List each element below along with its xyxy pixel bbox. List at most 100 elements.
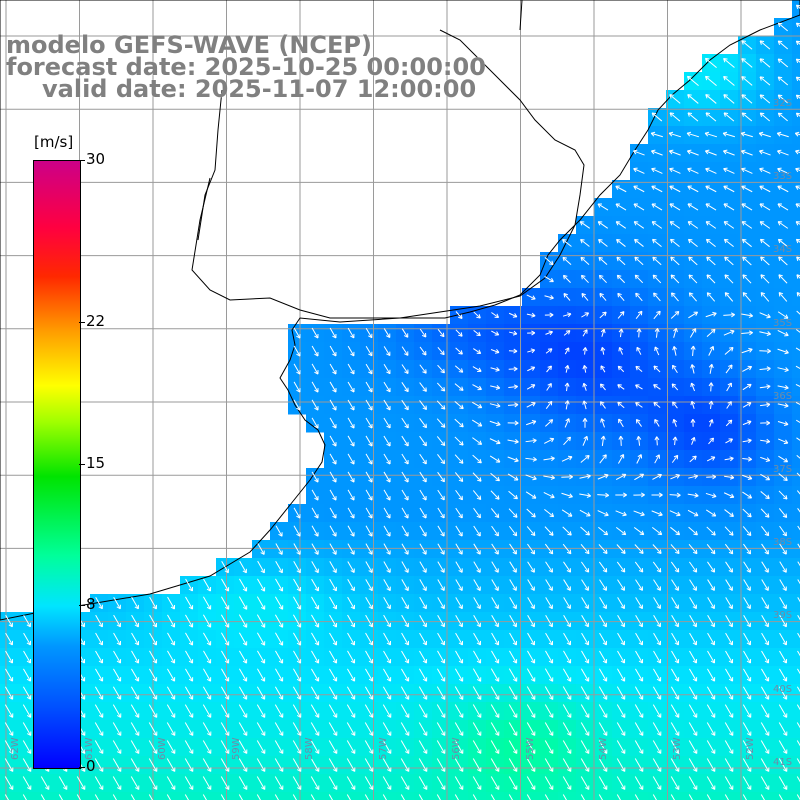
latitude-label: 35S xyxy=(773,317,793,329)
wind-vector-head xyxy=(350,497,355,501)
wind-vector-head xyxy=(615,185,619,190)
wind-vector xyxy=(670,311,680,319)
wind-vector xyxy=(329,471,337,483)
wind-vector xyxy=(455,561,463,573)
wind-vector-head xyxy=(708,382,712,387)
wind-vector-head xyxy=(657,328,660,333)
wind-vector-head xyxy=(605,492,610,496)
wind-vector-head xyxy=(728,364,733,367)
wind-vector-head xyxy=(693,533,698,536)
wind-vector xyxy=(671,383,679,391)
wind-vector-head xyxy=(563,293,568,296)
wind-vector xyxy=(471,419,483,427)
wind-vector-head xyxy=(551,493,555,498)
wind-speed-cell xyxy=(504,792,523,800)
wind-vector xyxy=(759,94,771,104)
wind-vector-head xyxy=(512,333,518,336)
wind-vector-head xyxy=(723,75,728,78)
wind-vector-head xyxy=(605,549,608,554)
wind-vector xyxy=(759,58,771,68)
wind-vector xyxy=(670,474,680,480)
wind-vector xyxy=(508,525,518,537)
wind-vector-head xyxy=(796,256,799,262)
wind-vector-head xyxy=(476,551,481,555)
wind-vector xyxy=(796,22,800,27)
wind-vector-head xyxy=(617,401,622,404)
wind-vector-head xyxy=(730,474,735,479)
wind-vector-head xyxy=(766,420,771,424)
wind-vector xyxy=(687,150,699,156)
wind-vector-head xyxy=(635,365,640,368)
wind-vector xyxy=(672,401,678,409)
wind-speed-cell xyxy=(792,450,800,469)
latitude-label: 33S xyxy=(773,171,793,183)
wind-vector-head xyxy=(741,94,747,96)
wind-vector xyxy=(562,543,572,555)
wind-vector-head xyxy=(727,419,732,422)
wind-vector xyxy=(599,454,607,464)
wind-vector xyxy=(777,168,789,174)
wind-vector-head xyxy=(741,112,744,117)
wind-vector xyxy=(365,489,373,501)
wind-vector xyxy=(437,471,445,483)
wind-vector-head xyxy=(723,203,727,208)
wind-vector-head xyxy=(669,131,674,134)
wind-vector-head xyxy=(704,131,710,134)
wind-vector xyxy=(725,364,733,374)
wind-vector-head xyxy=(496,331,500,336)
wind-vector-head xyxy=(440,389,445,392)
wind-vector xyxy=(635,292,643,302)
wind-vector xyxy=(455,543,463,555)
wind-vector xyxy=(566,382,568,392)
wind-vector xyxy=(401,561,409,573)
wind-vector xyxy=(742,238,752,248)
wind-vector xyxy=(726,382,732,392)
wind-vector xyxy=(615,221,627,229)
wind-vector-head xyxy=(332,425,337,429)
wind-vector-head xyxy=(569,531,572,536)
wind-vector xyxy=(545,348,553,354)
wind-vector xyxy=(688,544,698,554)
wind-vector-head xyxy=(569,456,573,461)
wind-vector-head xyxy=(640,492,645,496)
wind-vector xyxy=(779,525,787,537)
wind-vector-head xyxy=(562,275,565,280)
wind-vector xyxy=(795,150,800,154)
wind-vector-head xyxy=(740,132,745,137)
wind-vector-head xyxy=(296,407,301,411)
wind-vector-head xyxy=(623,474,627,479)
wind-vector xyxy=(669,112,681,122)
wind-vector-head xyxy=(705,185,709,190)
wind-vector xyxy=(329,543,337,555)
colorbar-units: [m/s] xyxy=(34,133,74,151)
wind-vector-head xyxy=(551,474,555,479)
wind-vector-head xyxy=(653,274,658,277)
wind-speed-cell xyxy=(792,756,800,775)
wind-vector-head xyxy=(653,384,656,389)
wind-vector xyxy=(760,439,770,443)
wind-speed-cell xyxy=(792,162,800,181)
wind-vector-head xyxy=(533,494,537,499)
wind-vector-head xyxy=(633,150,637,155)
wind-vector-head xyxy=(674,436,678,441)
wind-vector-head xyxy=(600,347,603,352)
wind-speed-cell xyxy=(792,0,800,19)
wind-vector-head xyxy=(688,256,691,262)
wind-vector xyxy=(562,256,572,266)
wind-vector xyxy=(724,543,734,555)
wind-vector-head xyxy=(784,405,789,408)
wind-vector xyxy=(329,453,337,465)
wind-vector-head xyxy=(404,533,409,537)
wind-vector xyxy=(633,185,645,193)
latitude-label: 37S xyxy=(773,464,793,475)
wind-vector-head xyxy=(332,389,337,393)
wind-vector-head xyxy=(568,474,573,478)
wind-vector-head xyxy=(673,454,678,458)
wind-vector xyxy=(401,453,409,465)
wind-speed-cell xyxy=(792,774,800,793)
wind-vector xyxy=(705,203,717,211)
wind-speed-cell xyxy=(792,540,800,559)
wind-vector-head xyxy=(566,436,571,439)
wind-vector-head xyxy=(458,479,463,483)
wind-vector-head xyxy=(443,368,445,373)
